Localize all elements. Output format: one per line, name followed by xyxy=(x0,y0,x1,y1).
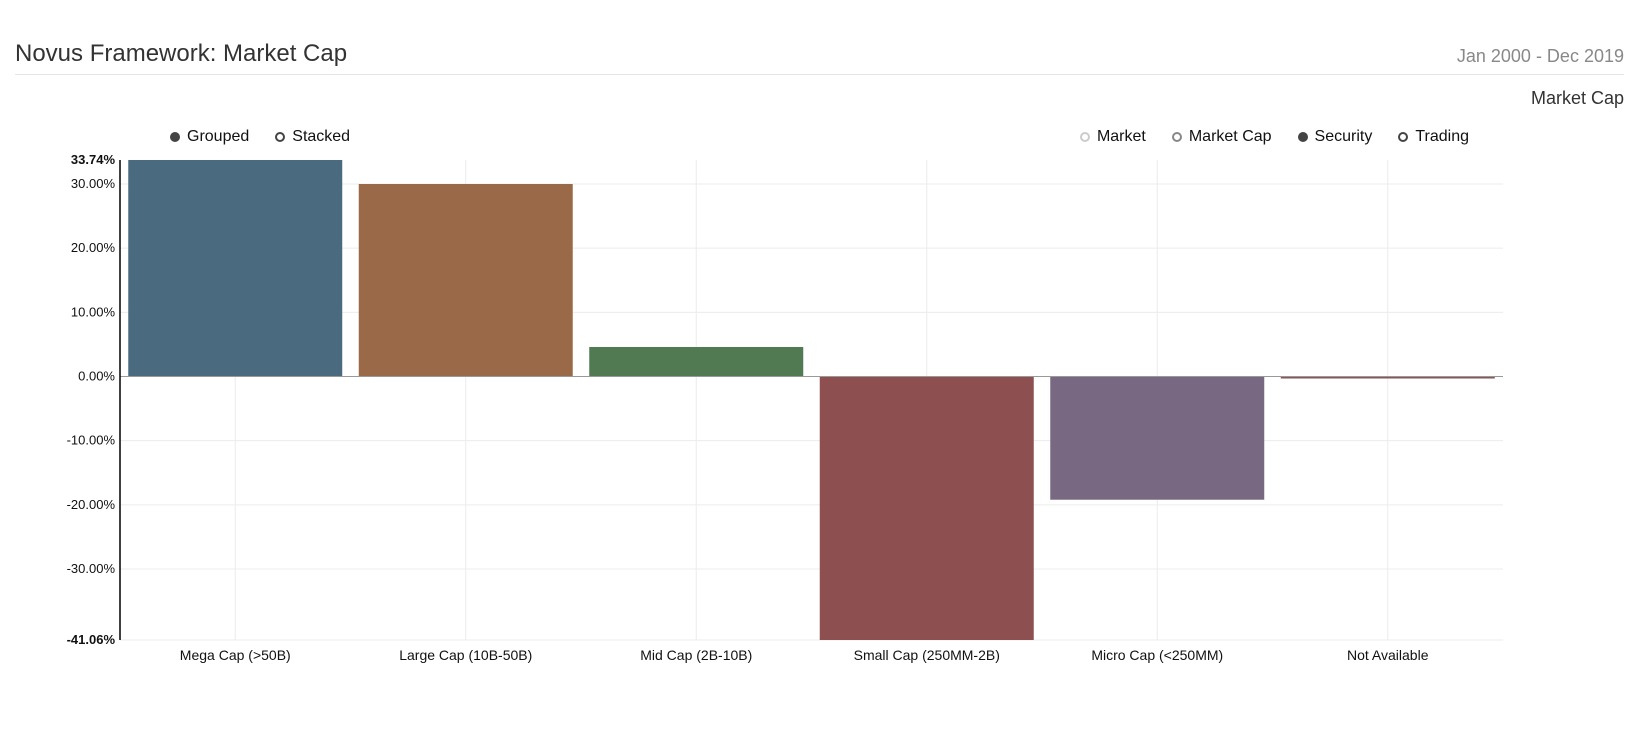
radio-filled-icon xyxy=(170,132,180,142)
date-range-label: Jan 2000 - Dec 2019 xyxy=(1456,46,1624,66)
legend-dot-icon xyxy=(1297,132,1308,142)
y-max-label: 33.74% xyxy=(71,152,116,167)
legend-label: Market xyxy=(1096,128,1146,145)
x-tick-label: Large Cap (10B-50B) xyxy=(399,647,532,663)
y-tick-label: 0.00% xyxy=(78,369,115,384)
chart-header: Novus Framework: Market Cap Jan 2000 - D… xyxy=(15,36,1624,75)
bar[interactable] xyxy=(589,346,804,377)
page-title: Novus Framework: Market Cap xyxy=(15,40,348,67)
x-tick-label: Micro Cap (<250MM) xyxy=(1091,647,1223,663)
legend-label: Market Cap xyxy=(1188,128,1272,145)
radio-open-icon xyxy=(275,132,286,142)
legend-item-market[interactable]: Market xyxy=(1079,128,1146,146)
legend-item-grouped[interactable]: Grouped xyxy=(170,128,249,146)
x-tick-label: Mid Cap (2B-10B) xyxy=(640,647,752,663)
legend-label: Stacked xyxy=(292,128,351,145)
legend-label: Security xyxy=(1314,128,1373,145)
bar[interactable] xyxy=(1280,376,1495,379)
x-tick-label: Small Cap (250MM-2B) xyxy=(854,647,1000,663)
x-tick-label: Not Available xyxy=(1347,647,1429,663)
bars xyxy=(128,160,1495,640)
legend-item-market-cap[interactable]: Market Cap xyxy=(1171,128,1272,146)
legend-label: Trading xyxy=(1415,128,1469,145)
legend-label: Grouped xyxy=(187,128,250,145)
y-tick-label: -10.00% xyxy=(67,433,116,448)
legend-item-trading[interactable]: Trading xyxy=(1398,128,1469,146)
bar[interactable] xyxy=(1050,376,1265,500)
y-tick-label: 30.00% xyxy=(71,176,116,191)
y-min-label: -41.06% xyxy=(67,632,116,647)
bar[interactable] xyxy=(128,160,343,377)
y-tick-label: 20.00% xyxy=(71,240,116,255)
legend-dot-icon xyxy=(1171,132,1182,142)
x-tick-label: Mega Cap (>50B) xyxy=(180,647,291,663)
legend-dot-icon xyxy=(1079,132,1090,142)
y-tick-label: -30.00% xyxy=(67,561,116,576)
legend-item-security[interactable]: Security xyxy=(1297,128,1373,146)
category-group-legend: Market Market Cap Security Trading xyxy=(1079,128,1469,146)
chart-subtitle: Market Cap xyxy=(1530,88,1624,108)
y-tick-label: 10.00% xyxy=(71,304,116,319)
legend-dot-icon xyxy=(1398,132,1409,142)
mode-legend: Grouped Stacked xyxy=(170,128,350,146)
bar[interactable] xyxy=(819,376,1034,640)
bar[interactable] xyxy=(358,184,573,377)
legend-item-stacked[interactable]: Stacked xyxy=(275,128,350,146)
y-tick-label: -20.00% xyxy=(67,497,116,512)
